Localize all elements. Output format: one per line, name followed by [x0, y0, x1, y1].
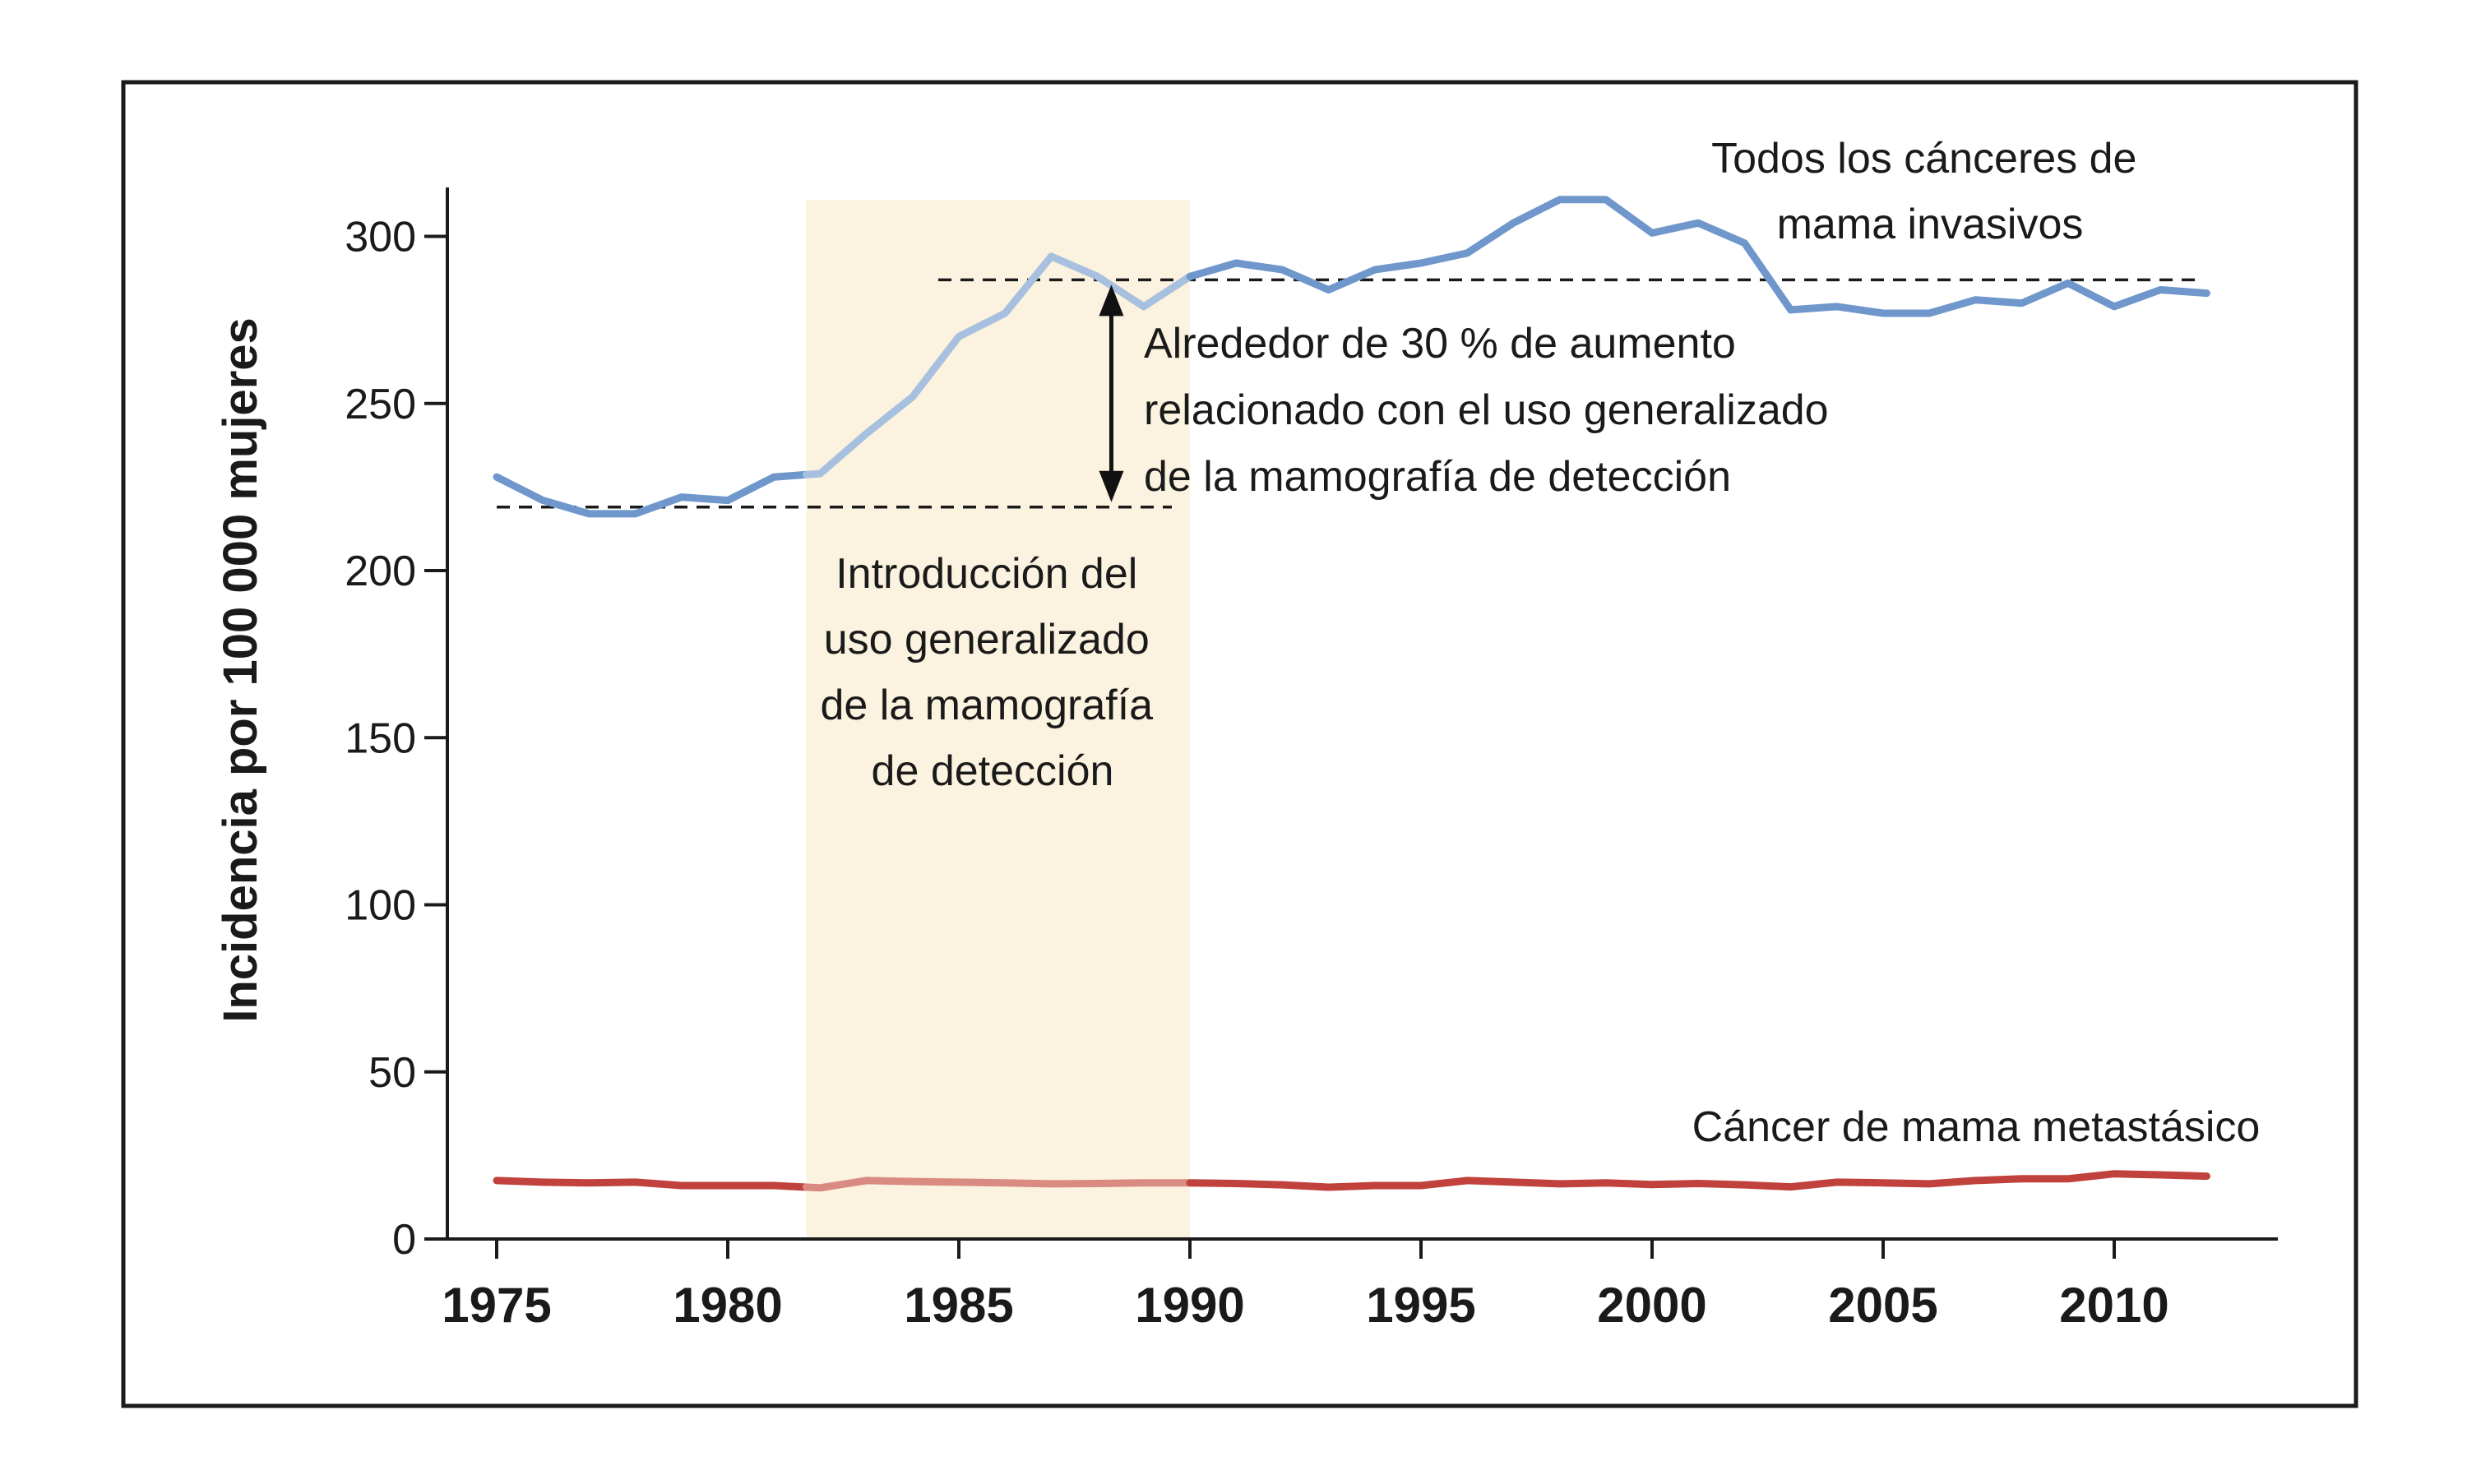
- reference-lines: [497, 278, 2196, 509]
- screening-period-band: [806, 200, 1190, 1239]
- series-metastatic-line-segment-3: [1186, 1170, 2210, 1191]
- series-lines: [493, 196, 2210, 1192]
- axes: 0 50 100 150 200 250 300 1975 1980 1985 1990 1995 20…: [345, 187, 2278, 1333]
- series-label-invasive: Todos los cánceres de mama invasivos: [1711, 135, 2149, 248]
- region-label: Introducción del uso generalizado de la …: [820, 550, 1164, 795]
- y-tick-label: 300: [345, 214, 416, 261]
- y-tick-label: 50: [368, 1049, 416, 1097]
- x-tick-label: 1980: [673, 1278, 782, 1333]
- series-label-metastatic: Cáncer de mama metastásico: [1692, 1103, 2261, 1151]
- series-metastatic-line-segment-2: [803, 1177, 1194, 1192]
- arrow-head-up: [1099, 284, 1124, 317]
- y-tick-label: 250: [345, 381, 416, 428]
- series-invasive-line-segment-3: [1186, 196, 2210, 317]
- y-tick-label: 200: [345, 548, 416, 595]
- series-metastatic-line-segment-1: [493, 1177, 810, 1191]
- x-tick-label: 2010: [2059, 1278, 2168, 1333]
- arrow-head-down: [1099, 470, 1124, 502]
- x-tick-label: 1975: [442, 1278, 551, 1333]
- x-tick-label: 1985: [904, 1278, 1013, 1333]
- increase-annotation: Alrededor de 30 % de aumento relacionado…: [1144, 320, 1840, 501]
- x-tick-label: 1995: [1366, 1278, 1475, 1333]
- y-axis-title: Incidencia por 100 000 mujeres: [214, 317, 267, 1023]
- x-tick-label: 1990: [1135, 1278, 1244, 1333]
- y-tick-label: 150: [345, 714, 416, 762]
- series-invasive-line-segment-2: [803, 252, 1194, 478]
- increase-arrow: [1099, 284, 1124, 502]
- x-tick-label: 2000: [1597, 1278, 1706, 1333]
- y-tick-label: 100: [345, 882, 416, 930]
- y-tick-label: 0: [392, 1216, 416, 1264]
- x-tick-label: 2005: [1828, 1278, 1937, 1333]
- series-invasive-line-segment-1: [493, 470, 810, 518]
